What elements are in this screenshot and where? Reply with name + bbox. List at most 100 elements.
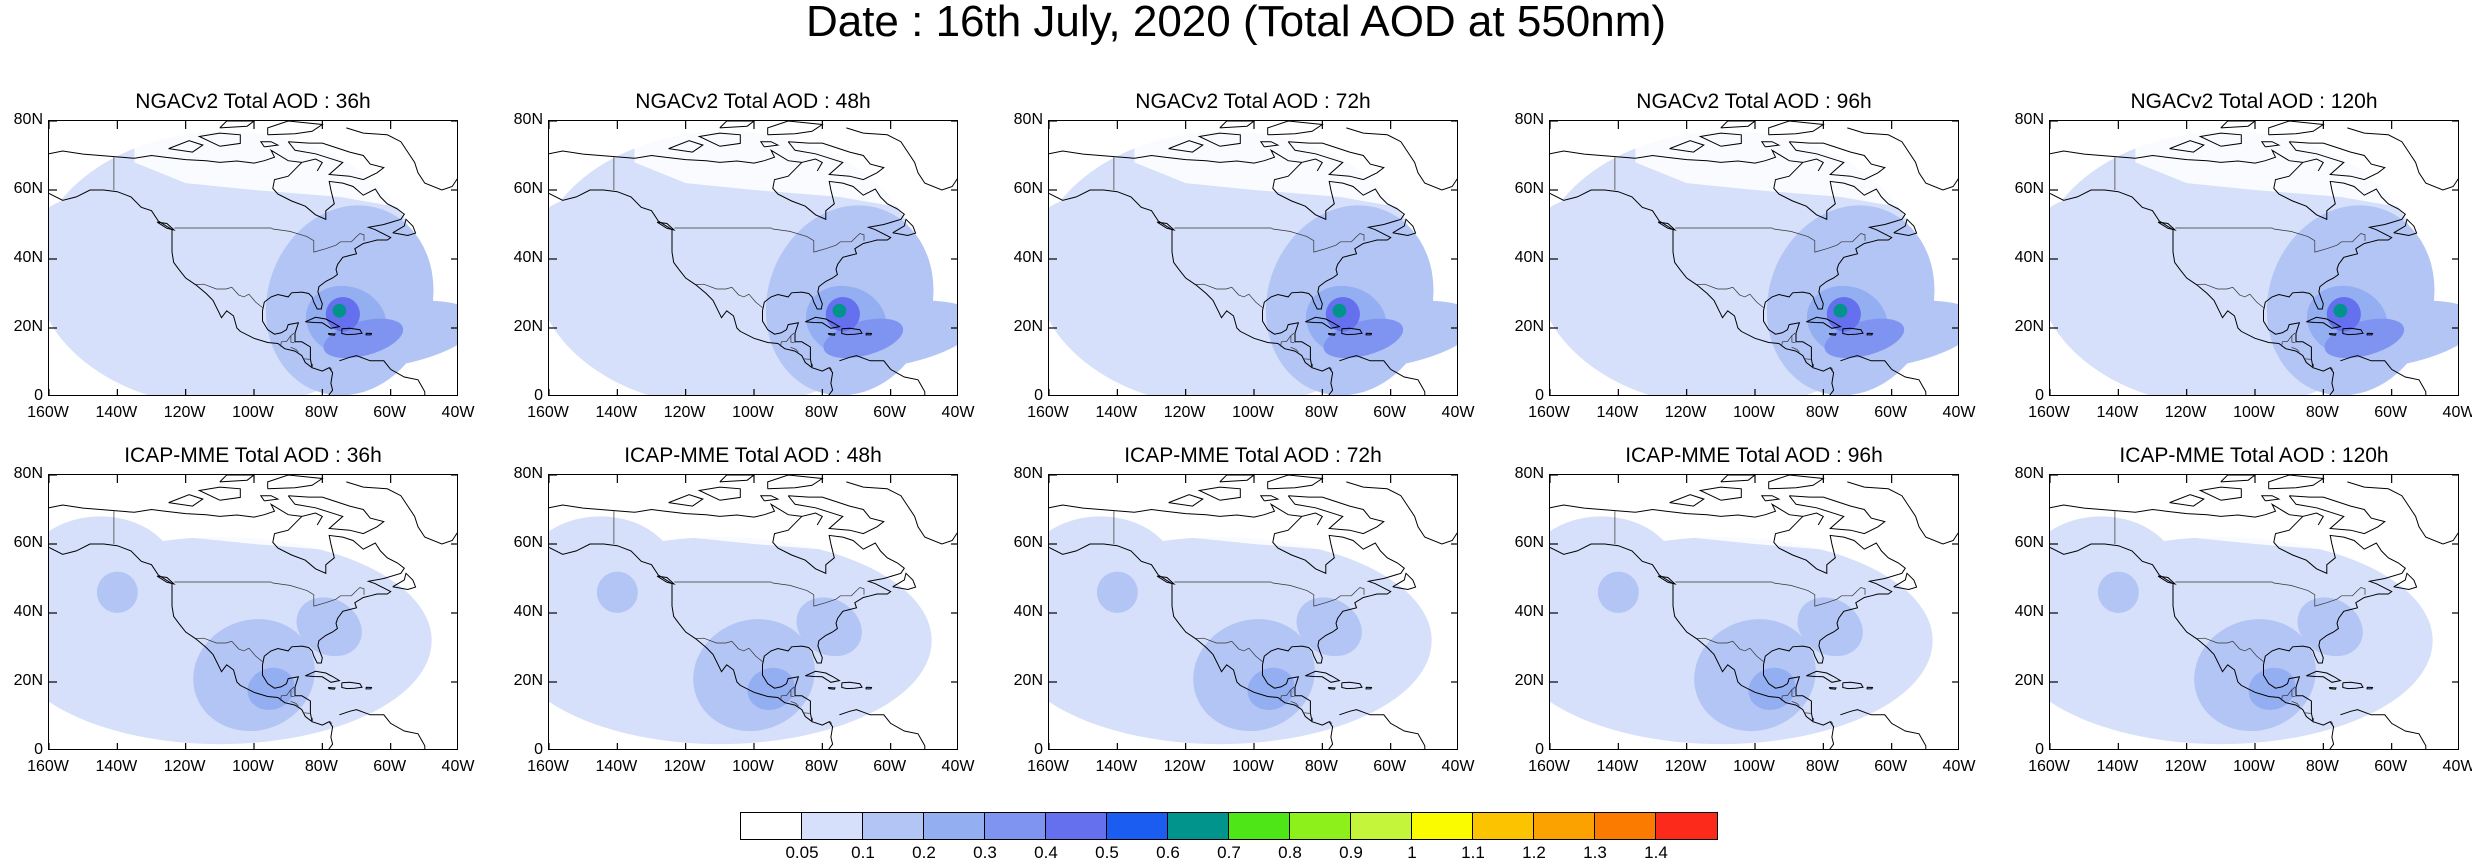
coastline bbox=[2347, 481, 2458, 545]
lon-tick-label: 40W bbox=[941, 758, 975, 775]
coastline bbox=[156, 221, 176, 231]
coastline bbox=[1788, 495, 1886, 535]
panel-title: ICAP-MME Total AOD : 96h bbox=[1625, 444, 1883, 467]
coastline bbox=[2347, 127, 2458, 191]
lat-tick-label: 0 bbox=[2035, 387, 2044, 404]
colorbar-box bbox=[924, 813, 985, 839]
aod-region bbox=[1556, 262, 1680, 360]
lon-tick-label: 140W bbox=[95, 404, 138, 421]
coastline bbox=[197, 486, 241, 501]
lon-tick-label: 60W bbox=[2374, 758, 2408, 775]
country-border bbox=[2312, 363, 2315, 369]
coastline bbox=[1698, 132, 1742, 147]
coastline bbox=[1657, 575, 1677, 585]
lat-tick-label: 0 bbox=[34, 741, 43, 758]
lon-tick-label: 40W bbox=[2442, 404, 2472, 421]
country-border bbox=[1290, 335, 1295, 344]
aod-region bbox=[1833, 303, 1848, 318]
country-border bbox=[302, 358, 310, 360]
lat-tick-label: 40N bbox=[13, 249, 43, 266]
lon-tick-label: 60W bbox=[873, 404, 907, 421]
country-border bbox=[1195, 283, 1263, 308]
country-border bbox=[2291, 689, 2296, 698]
country-border bbox=[829, 367, 833, 370]
lat-tick-label: 40N bbox=[513, 603, 543, 620]
lon-tick-label: 60W bbox=[373, 404, 407, 421]
coastline bbox=[2198, 486, 2242, 501]
country-border bbox=[790, 700, 799, 707]
coastline bbox=[1219, 475, 1255, 483]
lat-tick-label: 0 bbox=[534, 387, 543, 404]
lat-tick-label: 60N bbox=[1013, 534, 1043, 551]
coastline bbox=[2366, 686, 2374, 690]
coastline bbox=[1339, 709, 1426, 749]
lon-tick-label: 80W bbox=[304, 404, 338, 421]
lon-tick-label: 60W bbox=[2374, 404, 2408, 421]
aod-map bbox=[49, 475, 457, 749]
aod-region bbox=[1049, 516, 1176, 627]
coastline bbox=[1049, 189, 1334, 395]
country-border bbox=[1830, 367, 1834, 370]
colorbar-box bbox=[741, 813, 802, 839]
colorbar-label: 0.3 bbox=[973, 843, 997, 862]
coastline bbox=[1763, 512, 1906, 722]
coastline bbox=[1806, 316, 1842, 329]
coastline bbox=[759, 141, 780, 148]
lat-tick-label: 60N bbox=[1514, 180, 1544, 197]
coastline bbox=[1365, 332, 1373, 336]
lat-tick-label: 80N bbox=[2014, 111, 2044, 128]
coastline bbox=[762, 512, 905, 722]
lat-tick-label: 0 bbox=[1034, 741, 1043, 758]
coastline bbox=[49, 189, 334, 395]
colorbar-box bbox=[1290, 813, 1351, 839]
coastline bbox=[865, 332, 873, 336]
country-border bbox=[1791, 335, 1796, 344]
lat-tick-label: 60N bbox=[513, 180, 543, 197]
country-border bbox=[2330, 721, 2334, 724]
coastline bbox=[827, 333, 836, 336]
coastline bbox=[1156, 575, 1176, 585]
coastline bbox=[839, 709, 926, 749]
lon-tick-label: 160W bbox=[1528, 404, 1570, 421]
colorbar-box bbox=[985, 813, 1046, 839]
lon-tick-label: 100W bbox=[1733, 404, 1775, 421]
country-border bbox=[1290, 689, 1295, 698]
lon-tick-label: 40W bbox=[1441, 404, 1475, 421]
lon-tick-label: 160W bbox=[2028, 758, 2070, 775]
coastline bbox=[668, 140, 704, 153]
coastline bbox=[197, 132, 241, 147]
lat-tick-label: 0 bbox=[34, 387, 43, 404]
coastline bbox=[787, 141, 885, 181]
coastline bbox=[1197, 486, 1241, 501]
colorbar-box bbox=[863, 813, 924, 839]
lon-tick-label: 100W bbox=[1232, 758, 1274, 775]
lat-tick-label: 20N bbox=[1013, 672, 1043, 689]
coastline bbox=[1760, 495, 1781, 502]
aod-region bbox=[796, 597, 862, 657]
coastline bbox=[1365, 686, 1373, 690]
coastline bbox=[2220, 475, 2256, 483]
coastline bbox=[762, 158, 905, 368]
lon-tick-label: 40W bbox=[2442, 758, 2472, 775]
colorbar-box bbox=[1046, 813, 1107, 839]
country-border bbox=[790, 346, 799, 353]
country-border bbox=[2291, 346, 2300, 353]
coastline bbox=[1197, 132, 1241, 147]
country-border bbox=[780, 332, 795, 347]
panel-title: ICAP-MME Total AOD : 48h bbox=[624, 444, 882, 467]
colorbar-label: 1.1 bbox=[1461, 843, 1485, 862]
coastline bbox=[259, 495, 280, 502]
colorbar-box bbox=[1351, 813, 1412, 839]
lon-tick-label: 160W bbox=[1027, 758, 1069, 775]
lat-tick-label: 40N bbox=[2014, 249, 2044, 266]
lon-tick-label: 80W bbox=[804, 758, 838, 775]
panel-title: NGACv2 Total AOD : 48h bbox=[635, 90, 871, 113]
lat-tick-label: 20N bbox=[513, 672, 543, 689]
coastline bbox=[1346, 127, 1457, 191]
coastline bbox=[365, 332, 373, 336]
colorbar-label: 0.5 bbox=[1095, 843, 1119, 862]
coastline bbox=[1550, 189, 1835, 395]
country-border bbox=[2281, 332, 2296, 347]
aod-region bbox=[2050, 516, 2177, 627]
coastline bbox=[305, 316, 341, 329]
